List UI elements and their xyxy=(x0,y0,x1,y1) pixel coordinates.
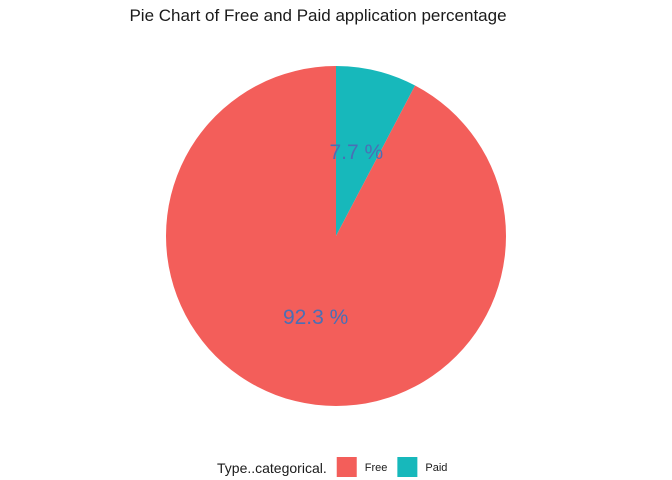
legend: Type..categorical. Free Paid xyxy=(217,457,447,477)
legend-swatch-paid xyxy=(397,457,418,477)
legend-swatch-free xyxy=(336,457,357,477)
legend-items: Free Paid xyxy=(336,457,447,477)
chart-title: Pie Chart of Free and Paid application p… xyxy=(129,6,506,25)
legend-title: Type..categorical. xyxy=(217,460,327,476)
slice-label-paid: 7.7 % xyxy=(330,141,384,164)
slice-label-free: 92.3 % xyxy=(283,306,348,329)
legend-label-free: Free xyxy=(365,462,388,474)
pie-slice-paid xyxy=(336,66,416,236)
pie-slice-free xyxy=(166,66,507,406)
legend-label-paid: Paid xyxy=(425,462,447,474)
pie-slices xyxy=(166,66,507,406)
pie-slice-labels: 7.7 % 92.3 % xyxy=(283,141,383,329)
